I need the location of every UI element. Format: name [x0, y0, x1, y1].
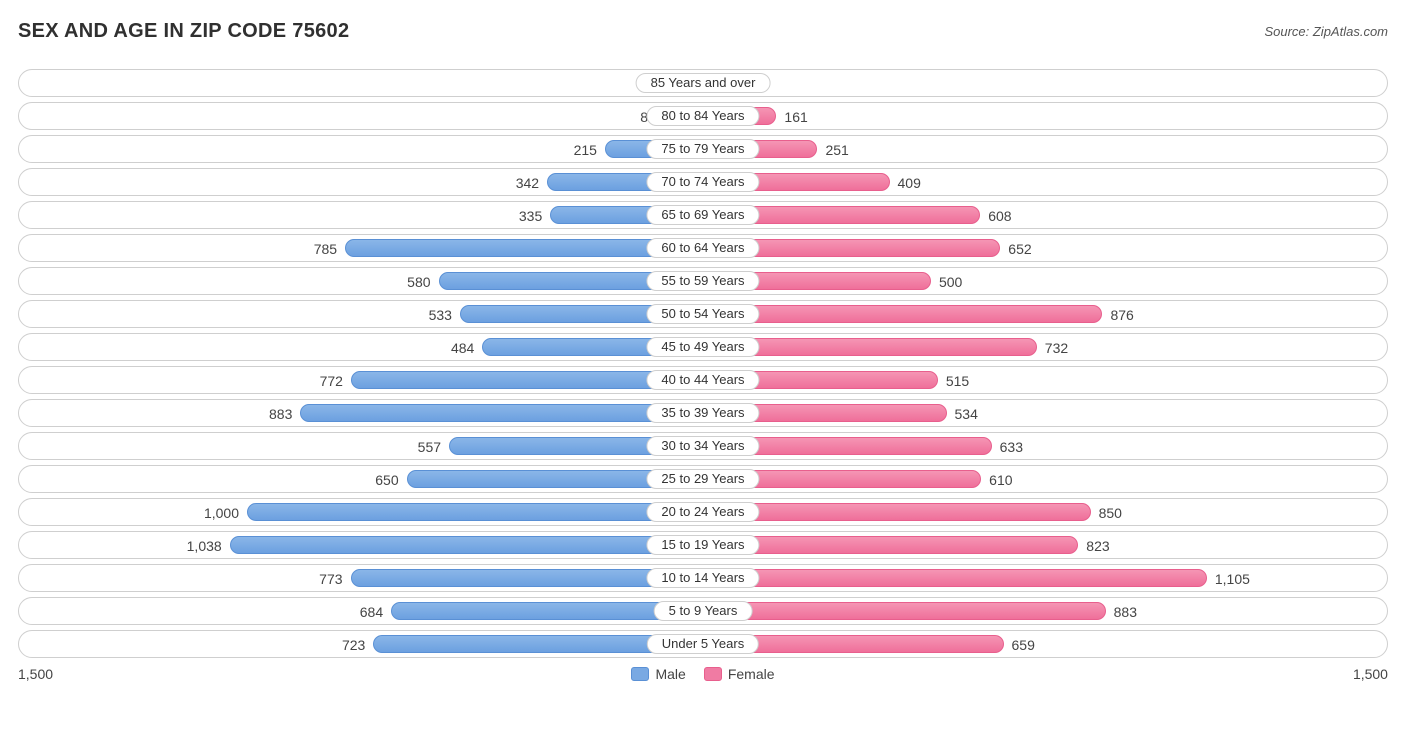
age-category-label: 5 to 9 Years: [654, 601, 753, 621]
age-row: 772 515 40 to 44 Years: [18, 366, 1388, 394]
age-category-label: 60 to 64 Years: [646, 238, 759, 258]
legend-female-label: Female: [728, 666, 775, 682]
female-value: 515: [946, 367, 969, 395]
age-category-label: 20 to 24 Years: [646, 502, 759, 522]
male-bar: [230, 536, 703, 554]
female-value: 409: [898, 169, 921, 197]
female-value: 161: [784, 103, 807, 131]
chart-title: SEX AND AGE IN ZIP CODE 75602: [18, 20, 349, 43]
female-swatch-icon: [704, 667, 722, 681]
axis-left-label: 1,500: [18, 666, 53, 682]
female-value: 633: [1000, 433, 1023, 461]
age-row: 557 633 30 to 34 Years: [18, 432, 1388, 460]
age-category-label: 75 to 79 Years: [646, 139, 759, 159]
age-row: 785 652 60 to 64 Years: [18, 234, 1388, 262]
male-value: 723: [342, 631, 365, 659]
chart-source: Source: ZipAtlas.com: [1264, 20, 1388, 39]
legend-item-female: Female: [704, 666, 775, 682]
male-value: 533: [429, 301, 452, 329]
female-value: 823: [1086, 532, 1109, 560]
female-value: 534: [955, 400, 978, 428]
age-category-label: 45 to 49 Years: [646, 337, 759, 357]
male-value: 883: [269, 400, 292, 428]
female-value: 732: [1045, 334, 1068, 362]
age-category-label: 55 to 59 Years: [646, 271, 759, 291]
female-bar: [703, 305, 1102, 323]
chart-rows: 218185 Years and over8616180 to 84 Years…: [18, 69, 1388, 658]
male-value: 785: [314, 235, 337, 263]
male-value: 650: [375, 466, 398, 494]
chart-header: SEX AND AGE IN ZIP CODE 75602 Source: Zi…: [18, 20, 1388, 43]
age-row: 883 534 35 to 39 Years: [18, 399, 1388, 427]
age-category-label: 70 to 74 Years: [646, 172, 759, 192]
age-category-label: 25 to 29 Years: [646, 469, 759, 489]
male-value: 773: [319, 565, 342, 593]
female-value: 500: [939, 268, 962, 296]
female-value: 659: [1012, 631, 1035, 659]
male-value: 484: [451, 334, 474, 362]
male-value: 1,000: [204, 499, 239, 527]
female-bar: [703, 503, 1091, 521]
male-value: 1,038: [187, 532, 222, 560]
age-category-label: 30 to 34 Years: [646, 436, 759, 456]
age-category-label: 80 to 84 Years: [646, 106, 759, 126]
male-value: 772: [320, 367, 343, 395]
age-row: 215 251 75 to 79 Years: [18, 135, 1388, 163]
age-row: 723 659 Under 5 Years: [18, 630, 1388, 658]
age-category-label: 10 to 14 Years: [646, 568, 759, 588]
age-row: 8616180 to 84 Years: [18, 102, 1388, 130]
age-category-label: 35 to 39 Years: [646, 403, 759, 423]
female-value: 876: [1110, 301, 1133, 329]
legend-item-male: Male: [631, 666, 685, 682]
age-category-label: 65 to 69 Years: [646, 205, 759, 225]
legend-male-label: Male: [655, 666, 685, 682]
age-row: 218185 Years and over: [18, 69, 1388, 97]
male-value: 580: [407, 268, 430, 296]
age-row: 580 500 55 to 59 Years: [18, 267, 1388, 295]
age-row: 650 610 25 to 29 Years: [18, 465, 1388, 493]
male-bar: [247, 503, 703, 521]
female-value: 1,105: [1215, 565, 1250, 593]
female-bar: [703, 602, 1106, 620]
age-category-label: 15 to 19 Years: [646, 535, 759, 555]
male-swatch-icon: [631, 667, 649, 681]
age-row: 335 608 65 to 69 Years: [18, 201, 1388, 229]
male-value: 557: [418, 433, 441, 461]
male-value: 684: [360, 598, 383, 626]
legend: Male Female: [631, 666, 774, 682]
age-row: 684 883 5 to 9 Years: [18, 597, 1388, 625]
age-category-label: 85 Years and over: [636, 73, 771, 93]
male-value: 335: [519, 202, 542, 230]
age-row: 484 732 45 to 49 Years: [18, 333, 1388, 361]
male-value: 215: [574, 136, 597, 164]
age-row: 533 876 50 to 54 Years: [18, 300, 1388, 328]
age-category-label: 40 to 44 Years: [646, 370, 759, 390]
male-bar: [300, 404, 703, 422]
female-value: 251: [825, 136, 848, 164]
male-value: 342: [516, 169, 539, 197]
female-value: 652: [1008, 235, 1031, 263]
chart-footer: 1,500 Male Female 1,500: [18, 666, 1388, 682]
female-value: 608: [988, 202, 1011, 230]
female-value: 610: [989, 466, 1012, 494]
female-value: 850: [1099, 499, 1122, 527]
age-category-label: Under 5 Years: [647, 634, 759, 654]
axis-right-label: 1,500: [1353, 666, 1388, 682]
age-category-label: 50 to 54 Years: [646, 304, 759, 324]
age-row: 1,038 823 15 to 19 Years: [18, 531, 1388, 559]
age-row: 342 409 70 to 74 Years: [18, 168, 1388, 196]
age-row: 1,000 850 20 to 24 Years: [18, 498, 1388, 526]
female-bar: [703, 569, 1207, 587]
female-value: 883: [1114, 598, 1137, 626]
age-row: 773 1,105 10 to 14 Years: [18, 564, 1388, 592]
